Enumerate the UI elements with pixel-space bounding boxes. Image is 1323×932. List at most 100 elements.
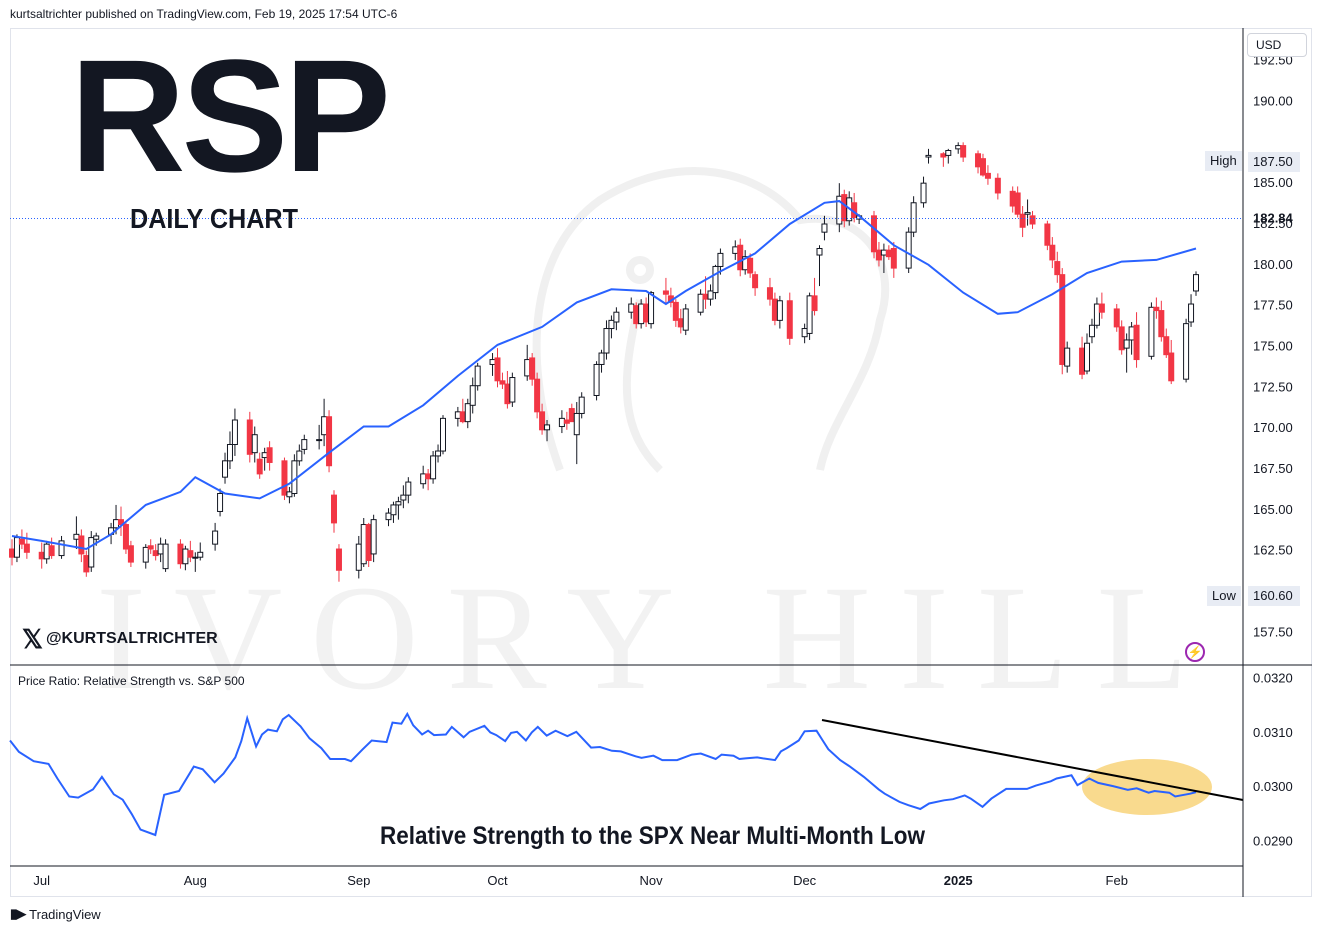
candle-body — [578, 396, 585, 414]
candle-body — [1079, 347, 1086, 375]
candle-body — [702, 293, 709, 300]
candle-body — [73, 533, 80, 540]
candle-body — [217, 493, 224, 512]
ratio-tick-label: 0.0300 — [1253, 779, 1293, 794]
candle-body — [737, 244, 744, 271]
price-tick-label: 185.00 — [1253, 175, 1293, 190]
candle-body — [885, 249, 892, 258]
ratio-tick-label: 0.0290 — [1253, 834, 1293, 849]
candle-body — [1024, 212, 1031, 215]
high-label: High — [1205, 151, 1242, 171]
candle-body — [246, 419, 253, 455]
candle-body — [494, 357, 501, 382]
candle-body — [1084, 342, 1091, 372]
time-tick-label: Nov — [640, 873, 664, 888]
moving-average-line — [11, 200, 1197, 551]
candle-body — [316, 439, 323, 442]
candle-body — [157, 543, 164, 555]
candle-body — [1188, 303, 1195, 323]
candle-body — [732, 246, 739, 254]
candle-body — [975, 153, 982, 168]
candle-body — [643, 303, 650, 323]
low-label: Low — [1207, 586, 1241, 606]
candle-body — [752, 274, 759, 289]
candle-body — [747, 257, 754, 274]
candle-body — [38, 551, 45, 560]
candle-body — [83, 555, 90, 573]
candle-body — [841, 194, 848, 222]
candle-body — [682, 308, 689, 331]
candle-body — [331, 494, 338, 524]
candle-body — [1093, 303, 1100, 326]
candle-body — [435, 450, 442, 457]
candle-body — [291, 460, 298, 495]
candle-body — [568, 408, 575, 423]
candle-body — [821, 223, 828, 233]
candle-body — [608, 319, 615, 330]
candle-body — [420, 473, 427, 485]
candle-body — [766, 287, 773, 300]
candle-body — [1183, 323, 1190, 380]
candle-body — [454, 411, 461, 419]
candle-body — [321, 416, 328, 436]
candle-body — [1123, 339, 1130, 349]
candle-body — [1009, 190, 1016, 207]
lightning-icon[interactable]: ⚡ — [1185, 642, 1205, 662]
candle-body — [1044, 223, 1051, 246]
candle-body — [598, 352, 605, 365]
candle-body — [945, 150, 952, 156]
candle-body — [816, 248, 823, 256]
downtrend-line — [821, 719, 1244, 801]
candle-body — [355, 543, 362, 571]
candle-body — [113, 519, 120, 529]
high-value: 187.50 — [1248, 152, 1300, 172]
candle-body — [920, 182, 927, 204]
candle-body — [88, 537, 95, 568]
price-tick-label: 162.50 — [1253, 543, 1293, 558]
candle-body — [801, 328, 808, 338]
candle-body — [177, 543, 184, 565]
candle-body — [1054, 261, 1061, 276]
candle-body — [142, 546, 149, 563]
candle-body — [875, 249, 882, 261]
price-tick-label: 157.50 — [1253, 624, 1293, 639]
candle-body — [633, 305, 640, 325]
candle-body — [326, 416, 333, 467]
candle-body — [603, 328, 610, 354]
candle-body — [771, 298, 778, 321]
candle-body — [425, 473, 432, 480]
candle-body — [593, 363, 600, 397]
candle-body — [1019, 213, 1026, 228]
tradingview-brand[interactable]: ▮▶ TradingView — [10, 906, 101, 922]
time-tick-label: Dec — [793, 873, 817, 888]
candle-body — [117, 519, 124, 526]
ratio-axis: 0.0320 0.0310 0.0300 0.0290 — [1253, 671, 1293, 849]
candle-body — [677, 318, 684, 328]
candle-body — [994, 177, 1001, 194]
time-tick-label: Aug — [184, 873, 207, 888]
candle-body — [197, 551, 204, 558]
candle-body — [558, 417, 565, 428]
candle-body — [955, 145, 962, 150]
candle-body — [573, 412, 580, 436]
x-handle: 𝕏 @KURTSALTRICHTER — [22, 626, 218, 652]
candle-body — [459, 411, 466, 423]
candle-body — [880, 249, 887, 256]
candle-body — [1128, 326, 1135, 341]
tradingview-logo-icon: ▮▶ — [10, 906, 26, 921]
price-tick-label: 172.50 — [1253, 379, 1293, 394]
currency-button[interactable]: USD — [1247, 33, 1307, 57]
elephant-logo-watermark — [532, 167, 890, 473]
time-tick-label: 2025 — [944, 873, 973, 888]
candle-body — [613, 311, 620, 323]
price-tick-label: 170.00 — [1253, 420, 1293, 435]
x-handle-text: @KURTSALTRICHTER — [45, 630, 218, 647]
candle-body — [890, 248, 897, 269]
candle-body — [464, 403, 471, 423]
candle-body — [662, 290, 669, 295]
candle-body — [256, 458, 263, 475]
candle-body — [524, 359, 531, 377]
candle-body — [925, 154, 932, 158]
ratio-panel-label: Price Ratio: Relative Strength vs. S&P 5… — [18, 674, 245, 688]
